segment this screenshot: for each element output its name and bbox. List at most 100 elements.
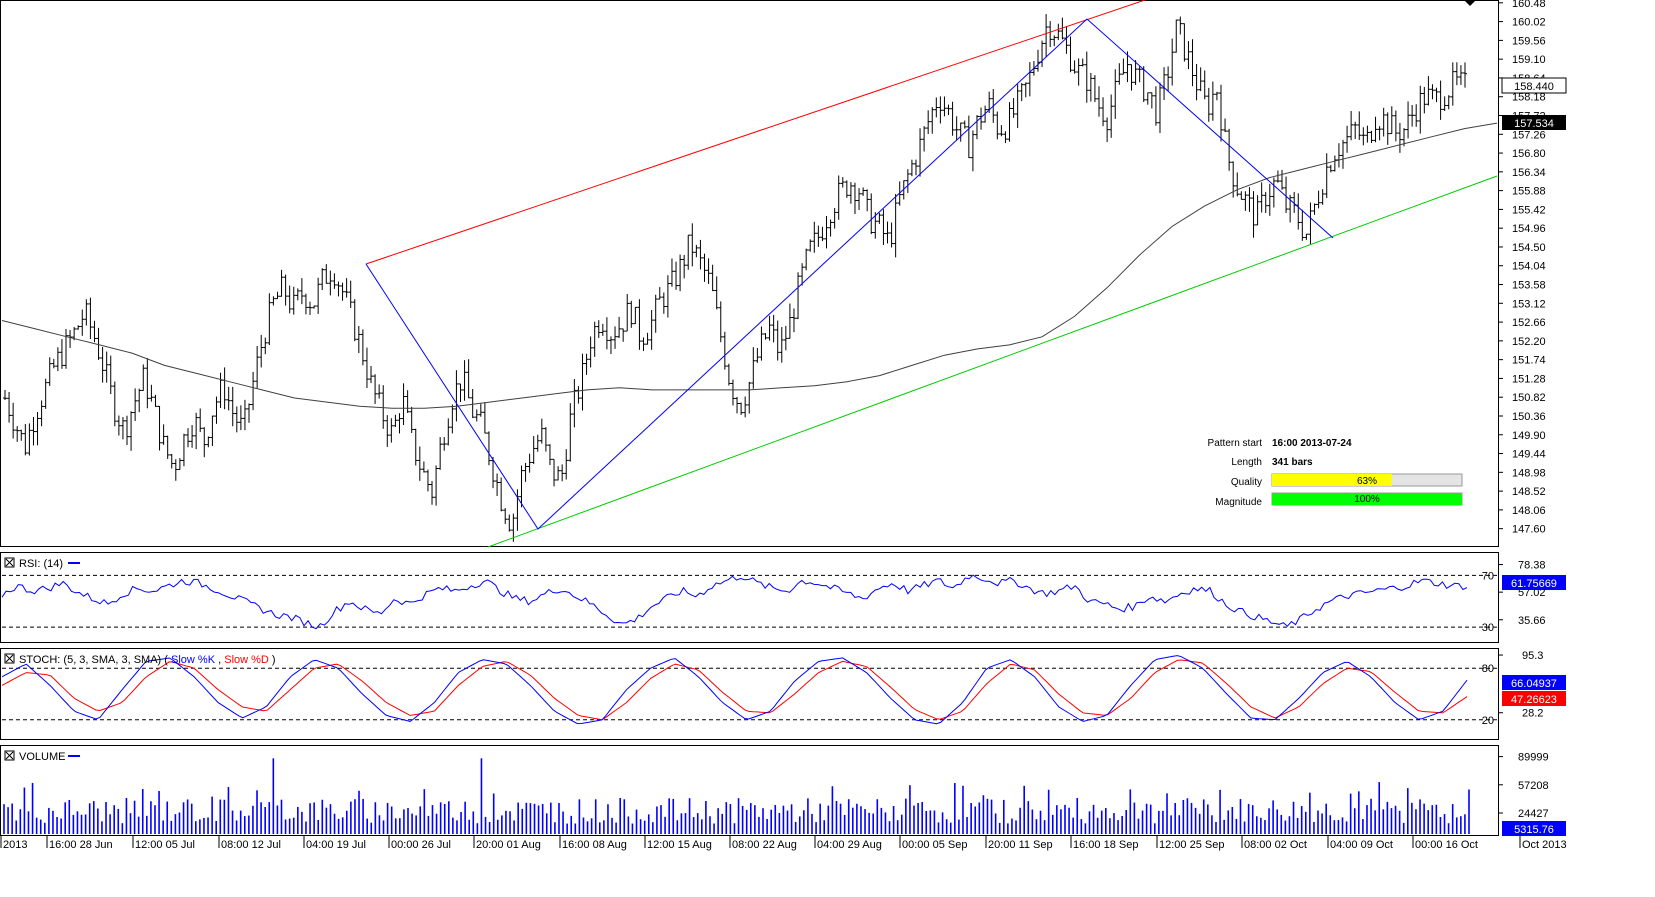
price-bar [995,111,1000,140]
price-bar [686,234,691,270]
price-bar [1206,87,1211,122]
price-bar [263,337,268,355]
price-bar [942,96,947,117]
price-bar [1345,125,1350,153]
price-axis-label: 154.04 [1512,261,1546,273]
rsi-panel[interactable]: 70 30 78.38 57.02 35.66 [0,552,1546,643]
stoch-d-value: 47.26623 [1511,694,1557,706]
scroll-marker-icon[interactable] [1464,0,1476,6]
rsi-line [1,574,1468,630]
volume-panel[interactable]: 89999 57208 24427 [0,745,1549,836]
price-bar [364,347,369,388]
price-bar [735,396,740,414]
price-bar [1092,75,1097,103]
price-axis-label: 151.74 [1512,355,1546,367]
price-bar [287,285,292,314]
price-bar [1434,87,1439,103]
stoch-d-box [1502,691,1566,706]
price-bar [247,403,252,423]
price-bar [336,281,341,297]
price-bar [360,329,365,366]
price-bar [1340,139,1345,169]
price-bar [979,107,984,130]
price-bar [64,329,69,369]
price-bar [852,182,857,215]
price-bar [1308,202,1313,245]
price-bar [1113,69,1118,119]
price-bar [1040,40,1045,67]
ma-value-box [1502,115,1566,130]
price-axis-label: 155.42 [1512,204,1546,216]
price-bar [962,120,967,129]
price-bar [1198,67,1203,92]
price-bar [808,239,813,252]
stoch-axis-label: 95.3 [1522,650,1543,662]
price-bar [913,159,918,176]
price-bar [1410,104,1415,127]
price-bar [340,282,345,301]
price-bar [161,424,166,445]
price-axis-label: 152.66 [1512,317,1546,329]
magnitude-value: 100% [1354,494,1380,505]
time-axis-label: 00:00 16 Oct [1415,839,1478,851]
price-panel[interactable] [0,0,1499,548]
price-axis-label: 149.44 [1512,449,1546,461]
price-bar [889,222,894,248]
price-axis-label: 155.88 [1512,186,1546,198]
price-bar [108,355,113,395]
price-bar [283,274,288,306]
price-bar [511,513,516,542]
price-bar [771,314,776,343]
time-axis: 2013 16:00 28 Jun 12:00 05 Jul 08:00 12 Jul… [0,836,1567,851]
rsi-readout: 61.75669 [1502,575,1566,590]
price-bar [19,429,24,441]
price-bar [1296,193,1301,230]
price-bar [1304,233,1309,240]
price-bar [661,292,666,314]
price-bar [446,418,451,446]
price-bar [495,473,500,496]
price-bar [332,273,337,289]
price-bar [291,286,296,315]
price-bar [35,412,40,446]
price-bar [1438,80,1443,120]
price-bar [279,269,284,297]
price-bar [816,225,821,247]
price-bar [706,258,711,284]
price-bar [7,391,12,423]
price-bar [718,301,723,343]
pattern-info-box: Pattern start 16:00 2013-07-24 Length 34… [1208,438,1463,508]
price-bar [698,239,703,270]
price-bar [873,212,878,239]
price-axis-label: 152.20 [1512,336,1546,348]
time-axis-label: 04:00 19 Jul [306,839,366,851]
zigzag-line [365,18,1334,530]
price-bar [324,264,329,284]
price-bar [844,180,849,198]
price-bar [926,110,931,135]
price-bar [1129,64,1134,91]
time-axis-label: 12:00 25 Sep [1159,839,1224,851]
price-bar [1463,62,1467,88]
price-bar [539,418,544,444]
length-value: 341 bars [1272,457,1313,468]
price-bar [226,386,231,411]
price-bar [454,370,459,422]
price-bar [1332,155,1337,172]
price-bar [320,268,325,291]
price-bar [812,221,817,253]
price-bar [206,436,211,448]
price-bar [348,280,353,309]
price-bar [560,464,565,482]
price-bar [714,276,719,310]
rsi-level-label: 30 [1482,622,1494,634]
price-bar [657,287,662,300]
price-bar [1003,131,1008,144]
stoch-panel[interactable]: 80 20 95.3 28.2 [0,648,1544,740]
price-bar [1414,104,1419,127]
price-bar [1145,92,1150,105]
price-bar [299,278,304,305]
price-axis-label: 156.34 [1512,167,1546,179]
price-bar [930,107,935,134]
volume-title-group: VOLUME [4,750,80,763]
